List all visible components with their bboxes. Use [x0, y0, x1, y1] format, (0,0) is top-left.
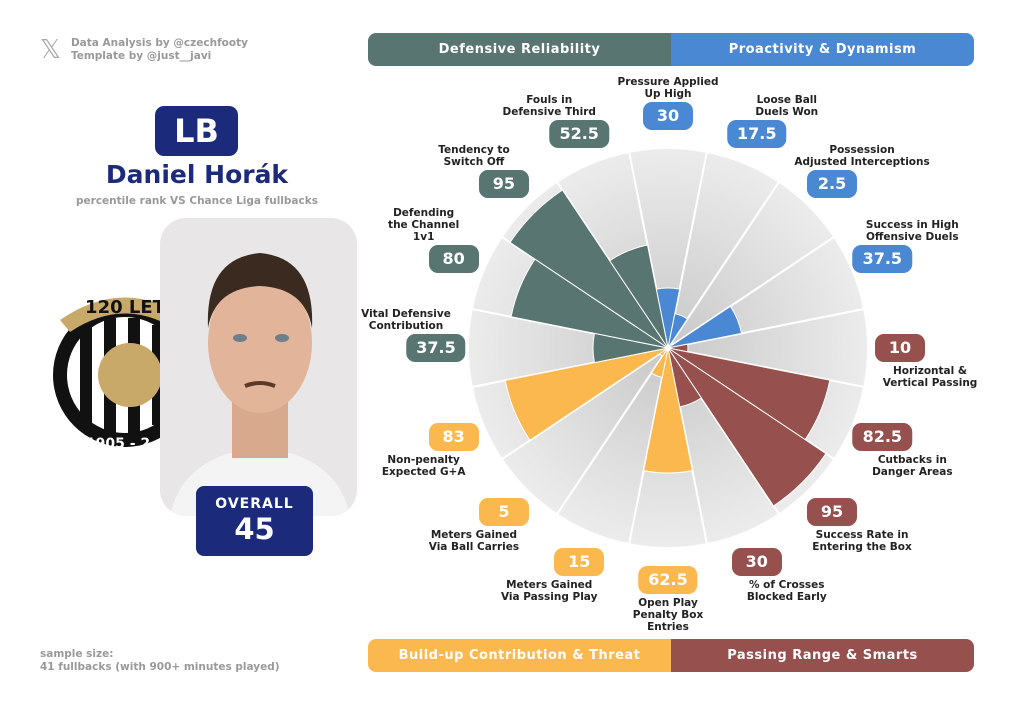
group-header-defensive: Defensive Reliability: [368, 33, 671, 66]
group-header-passing: Passing Range & Smarts: [671, 639, 974, 672]
value-badge: 80: [428, 245, 479, 274]
slice-value: [509, 189, 669, 349]
slice-value: [643, 347, 693, 474]
value-badge: 95: [478, 169, 529, 198]
metric-label: Success in High Offensive Duels: [865, 219, 959, 244]
value-badge: 83: [428, 422, 479, 451]
value-badge: 30: [731, 548, 782, 577]
svg-text:1905 - 2: 1905 - 2: [86, 436, 150, 452]
svg-text:120 LET: 120 LET: [85, 297, 166, 318]
metric-label: Vital Defensive Contribution: [361, 308, 451, 332]
slice-value: [608, 244, 669, 349]
slice-value: [667, 313, 689, 349]
value-badge: 17.5: [727, 119, 787, 148]
credit-analysis: Data Analysis by @czechfooty: [70, 37, 248, 49]
group-header-buildup: Build-up Contribution & Threat: [368, 639, 671, 672]
credit-template: Template by @just__javi: [70, 50, 212, 62]
sample-value: 41 fullbacks (with 900+ minutes played): [40, 661, 280, 673]
group-header-proactivity: Proactivity & Dynamism: [671, 33, 974, 66]
sample-label: sample size:: [40, 648, 114, 660]
value-badge: 15: [554, 548, 605, 577]
metric-label: Pressure Applied Up High: [617, 76, 719, 100]
value-badge: 37.5: [852, 245, 913, 274]
slice-value: [504, 347, 669, 441]
slice-value: [667, 347, 827, 507]
metric-label: Possession Adjusted Interceptions: [794, 143, 930, 168]
metric-label: Horizontal & Vertical Passing: [882, 365, 978, 389]
sample-size: sample size: 41 fullbacks (with 900+ min…: [40, 648, 280, 674]
metric-label: Tendency to Switch Off: [438, 143, 510, 168]
player-photo: [160, 218, 357, 516]
slice-value: [650, 347, 669, 379]
credits: 𝕏 Data Analysis by @czechfooty Template …: [40, 37, 248, 63]
x-logo-icon: 𝕏: [40, 35, 61, 65]
player-name: Daniel Horák: [105, 160, 289, 189]
metric-label: Cutbacks in Danger Areas: [872, 453, 953, 478]
value-badge: 62.5: [638, 566, 698, 594]
metric-label: Success Rate in Entering the Box: [812, 529, 912, 554]
overall-value: 45: [234, 512, 275, 546]
metric-label: Open Play Penalty Box Entries: [632, 597, 704, 633]
metric-label: Meters Gained Via Passing Play: [500, 579, 598, 604]
overall-label: OVERALL: [215, 496, 294, 512]
metric-label: Loose Ball Duels Won: [755, 93, 819, 118]
metric-label: Non-penalty Expected G+A: [381, 453, 466, 478]
position-badge: LB: [155, 106, 238, 156]
value-badge: 95: [807, 498, 858, 527]
value-badge: 10: [875, 334, 925, 362]
value-badge: 82.5: [852, 422, 913, 451]
metric-label: % of Crosses Blocked Early: [746, 579, 827, 604]
slice-value: [667, 305, 743, 349]
value-badge: 5: [478, 498, 529, 527]
value-badge: 2.5: [807, 169, 858, 198]
metric-label: Defending the Channel 1v1: [388, 207, 460, 244]
value-badge: 30: [643, 102, 693, 130]
value-badge: 37.5: [406, 334, 466, 362]
metric-label: Meters Gained Via Ball Carries: [428, 529, 520, 554]
value-badge: 52.5: [549, 119, 609, 148]
subtitle: percentile rank VS Chance Liga fullbacks: [76, 195, 318, 207]
overall-score-box: OVERALL 45: [196, 486, 313, 556]
metric-label: Fouls in Defensive Third: [502, 93, 596, 118]
